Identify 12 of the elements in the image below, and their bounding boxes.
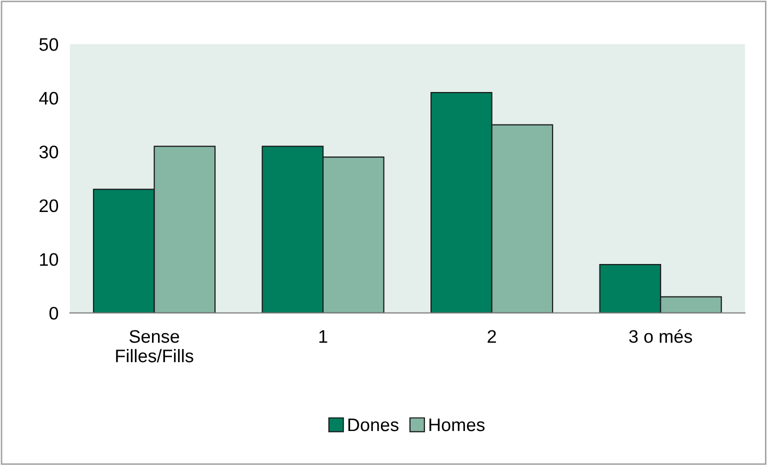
x-tick-label: 2 xyxy=(488,330,496,343)
legend-label: Dones xyxy=(348,418,398,432)
y-tick-label: 40 xyxy=(39,92,58,105)
x-tick-label: 3 o més xyxy=(629,329,692,343)
legend-label: Homes xyxy=(429,418,485,432)
x-tick-label: Sense Filles/Fills xyxy=(116,330,194,362)
y-tick-label: 30 xyxy=(39,146,58,158)
y-tick-label: 20 xyxy=(40,199,58,212)
x-tick-label: 1 xyxy=(319,330,328,343)
y-tick-label: 50 xyxy=(39,38,58,51)
y-tick-label: 10 xyxy=(40,253,58,266)
y-tick-label: 0 xyxy=(49,306,58,320)
